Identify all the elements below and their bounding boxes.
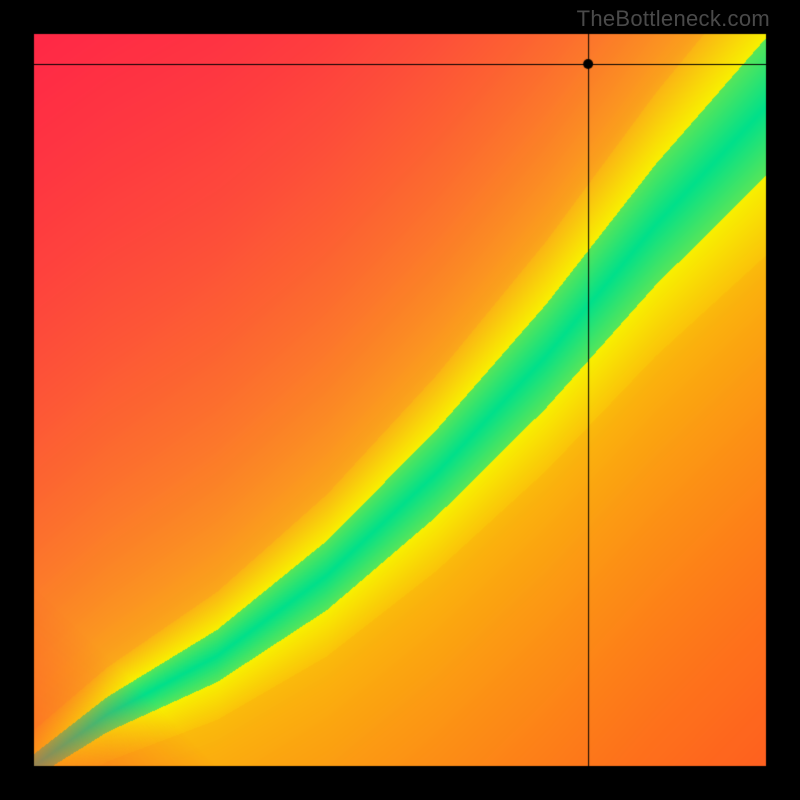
bottleneck-heatmap xyxy=(0,0,800,800)
watermark-text: TheBottleneck.com xyxy=(577,6,770,32)
